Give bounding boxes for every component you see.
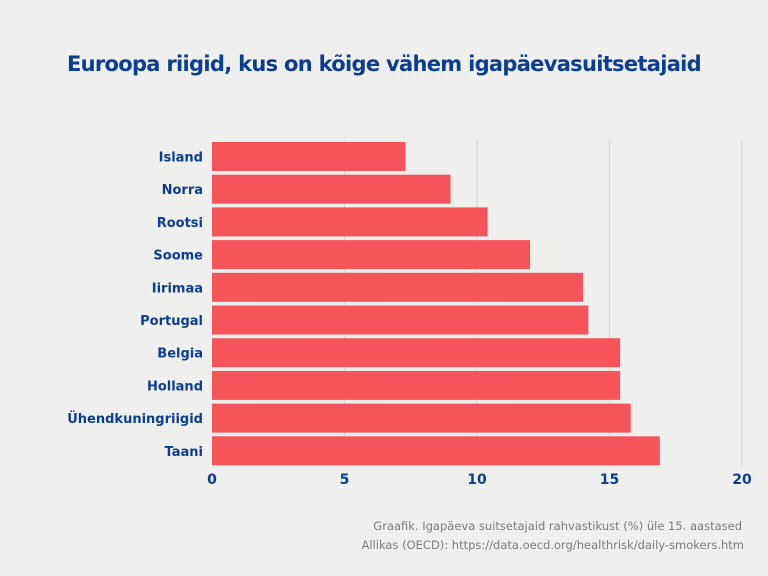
x-tick-label-15: 15 xyxy=(600,472,619,488)
bar-4 xyxy=(212,272,583,302)
bar-0 xyxy=(212,142,406,171)
category-label-1: Norra xyxy=(162,183,203,198)
x-tick-label-0: 0 xyxy=(207,472,217,488)
category-label-2: Rootsi xyxy=(157,216,203,231)
caption-source: Allikas (OECD): https://data.oecd.org/he… xyxy=(361,538,745,552)
bar-2 xyxy=(212,207,488,237)
bar-3 xyxy=(212,240,530,270)
bar-8 xyxy=(212,403,631,433)
category-label-3: Soome xyxy=(153,249,203,264)
category-label-9: Taani xyxy=(165,445,203,460)
caption-description: Graafik. Igapäeva suitsetajaid rahvastik… xyxy=(373,519,742,533)
x-tick-label-5: 5 xyxy=(340,472,350,488)
category-label-0: Island xyxy=(159,151,203,166)
bar-7 xyxy=(212,370,621,400)
bar-5 xyxy=(212,305,589,335)
category-label-5: Portugal xyxy=(140,314,203,329)
x-tick-label-20: 20 xyxy=(732,472,752,488)
category-label-4: Iirimaa xyxy=(152,281,203,296)
category-labels: Island Norra Rootsi Soome Iirimaa Portugal Bel… xyxy=(67,151,203,460)
x-tick-label-10: 10 xyxy=(467,472,487,488)
category-label-6: Belgia xyxy=(157,347,203,362)
bar-layer xyxy=(212,142,660,466)
x-axis-ticks: 0 5 10 15 20 xyxy=(207,472,752,488)
bar-1 xyxy=(212,174,451,204)
chart-title: Euroopa riigid, kus on kõige vähem igapä… xyxy=(66,52,702,76)
category-label-8: Ühendkuningriigid xyxy=(67,411,203,427)
category-label-7: Holland xyxy=(147,379,203,394)
bar-6 xyxy=(212,338,621,368)
bar-9 xyxy=(212,436,660,466)
